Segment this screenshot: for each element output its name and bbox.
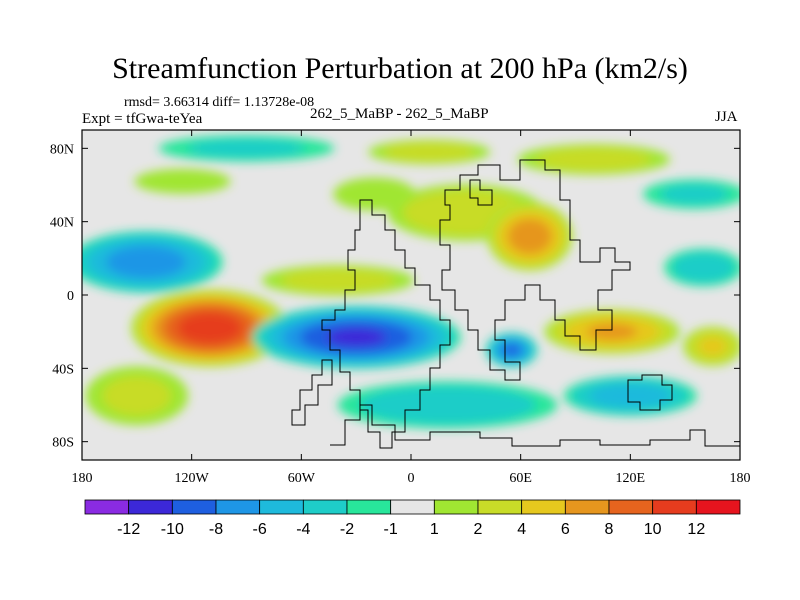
- colorbar-label: 8: [605, 521, 614, 538]
- colorbar-label: -10: [161, 521, 184, 538]
- coastline-greenland: [469, 179, 493, 206]
- colorbar-swatch: [564, 499, 610, 515]
- coastline-americas: [321, 199, 451, 449]
- y-tick-label: 40S: [52, 362, 74, 377]
- colorbar-swatch: [128, 499, 173, 515]
- colorbar-swatch: [477, 499, 523, 515]
- contour-level-6: [507, 218, 552, 254]
- colorbar-swatch: [608, 499, 654, 515]
- colorbar-swatch: [215, 499, 261, 515]
- colorbar-swatch: [259, 499, 304, 515]
- x-tick-label: 180: [730, 471, 751, 486]
- contour-feature-neg-south-indian: [563, 375, 697, 416]
- colorbar-label: -6: [253, 521, 267, 538]
- contour-level-2: [280, 268, 396, 292]
- season-label: JJA: [715, 109, 738, 125]
- colorbar-label: 6: [561, 521, 570, 538]
- contour-level-neg10: [326, 328, 387, 347]
- x-tick-label: 120E: [616, 471, 646, 486]
- contour-level-2: [383, 142, 476, 162]
- colorbar-label: -8: [209, 521, 223, 538]
- contour-level-1: [134, 168, 231, 194]
- colorbar-swatch: [346, 499, 392, 515]
- colorbar-label: -12: [117, 521, 140, 538]
- contour-feature-neg-north-band: [158, 135, 335, 162]
- contour-level-neg2: [671, 252, 735, 283]
- contour-level-neg2: [660, 184, 729, 204]
- colorbar-label: 12: [687, 521, 705, 538]
- x-tick-label: 120W: [175, 471, 210, 486]
- colorbar-swatch: [695, 499, 741, 515]
- contour-feature-neg-arctic-east: [643, 179, 740, 209]
- contour-feature-neg-south-atlantic: [337, 381, 558, 429]
- contour-feature-pos-south-pacific-max: [131, 289, 289, 367]
- colorbar-swatch: [433, 499, 479, 515]
- contour-feature-neg-africa: [485, 332, 538, 368]
- colorbar-label: 1: [430, 521, 439, 538]
- contour-level-neg2: [187, 139, 306, 158]
- contour-feature-pos-asia-max: [487, 202, 573, 271]
- y-tick-label: 0: [67, 289, 74, 304]
- x-tick-label: 60W: [288, 471, 316, 486]
- coastline-antarctica: [330, 404, 740, 447]
- contour-feature-pos-southern-band: [85, 366, 189, 426]
- contour-feature-pos-west-north-pacific: [134, 168, 231, 194]
- contour-feature-neg-north-pacific: [82, 231, 223, 293]
- contour-level-neg2: [359, 386, 536, 424]
- chart-title: Streamfunction Perturbation at 200 hPa (…: [112, 52, 688, 85]
- contour-feature-pos-siberia: [517, 144, 671, 175]
- contour-level-2: [536, 147, 652, 171]
- colorbar-label: -2: [340, 521, 354, 538]
- contour-level-neg8: [503, 344, 520, 356]
- colorbar-swatch: [652, 499, 697, 515]
- contour-level-4: [699, 337, 727, 356]
- y-tick-label: 40N: [50, 216, 74, 231]
- x-tick-label: 0: [408, 471, 415, 486]
- contour-feature-neg-south-america: [251, 305, 461, 369]
- colorbar-label: 10: [644, 521, 662, 538]
- x-tick-label: 180: [72, 471, 93, 486]
- coastline-south-america: [291, 359, 333, 426]
- contour-level-6: [586, 323, 638, 340]
- contour-level-10: [177, 312, 243, 344]
- contour-feature-pos-south-east-pacific: [683, 326, 740, 366]
- y-tick-label: 80S: [52, 436, 74, 451]
- colorbar-label: -4: [296, 521, 310, 538]
- contour-level-neg6: [106, 246, 186, 278]
- colorbar-swatch: [302, 499, 348, 515]
- coastline-australia: [627, 374, 673, 411]
- colorbar-swatch: [171, 499, 217, 515]
- contour-feature-pos-greenland: [368, 139, 491, 165]
- colorbar-swatch: [521, 499, 566, 515]
- y-tick-label: 80N: [50, 142, 74, 157]
- colorbar-label: -1: [384, 521, 398, 538]
- contour-level-neg4: [589, 383, 672, 409]
- x-tick-label: 60E: [509, 471, 532, 486]
- colorbar-label: 4: [517, 521, 526, 538]
- stats-text: rmsd= 3.66314 diff= 1.13728e-08: [124, 95, 315, 110]
- contour-feature-pos-tropical-atlantic: [261, 265, 415, 296]
- contour-feature-neg-east-north-pacific: [664, 248, 740, 287]
- colorbar-swatch: [84, 499, 130, 515]
- contour-level-2: [102, 376, 172, 416]
- experiment-label: Expt = tfGwa-teYea: [82, 111, 203, 127]
- colorbar-swatch: [390, 499, 435, 515]
- coastline-africa-eurasia: [439, 159, 631, 381]
- experiments-label: 262_5_MaBP - 262_5_MaBP: [310, 106, 489, 122]
- contour-feature-pos-indian-ocean: [544, 309, 680, 354]
- colorbar-label: 2: [474, 521, 483, 538]
